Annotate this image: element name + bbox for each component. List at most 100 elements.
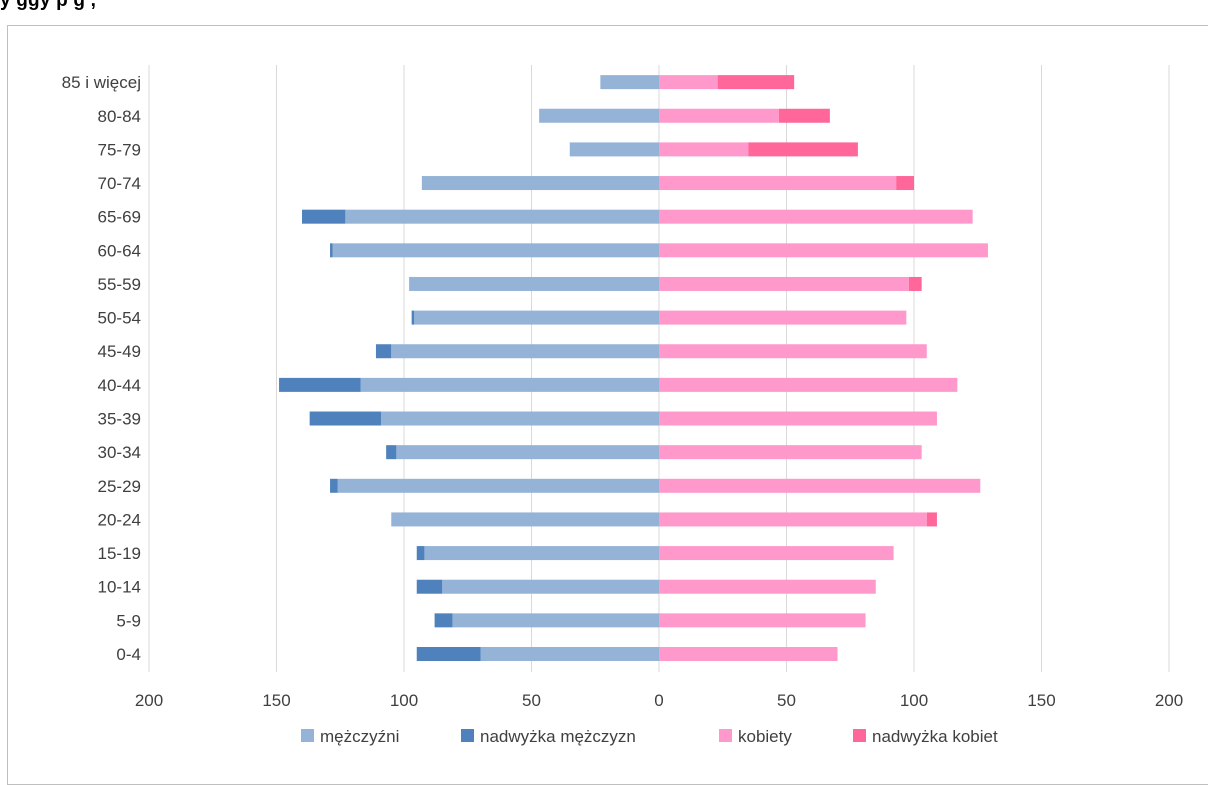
y-tick-label: 30-34 <box>98 443 141 462</box>
x-tick-label: 0 <box>654 691 663 710</box>
bar-nadwyzka-mezczyzn-40-44 <box>279 377 361 392</box>
bar-nadwyzka-mezczyzn-50-54 <box>411 310 415 325</box>
bar-mezczyzni-55-59 <box>409 276 659 291</box>
bar-nadwyzka-mezczyzn-30-34 <box>386 445 397 460</box>
bar-mezczyzni-85 i więcej <box>600 75 659 90</box>
population-pyramid-chart: 0-4 5-9 10-14 15-19 20-24 25-29 30-34 35-39 40-4… <box>62 65 1183 746</box>
y-tick-label: 80-84 <box>98 107 141 126</box>
legend-label: nadwyżka mężczyzn <box>480 727 636 746</box>
bar-mezczyzni-20-24 <box>391 512 659 527</box>
y-tick-label: 75-79 <box>98 140 141 159</box>
bar-kobiety-40-44 <box>659 377 958 392</box>
bar-kobiety-15-19 <box>659 546 894 561</box>
bar-kobiety-25-29 <box>659 478 981 493</box>
legend-swatch <box>461 729 474 742</box>
bar-mezczyzni-5-9 <box>452 613 659 628</box>
legend-swatch <box>301 729 314 742</box>
bar-kobiety-30-34 <box>659 445 922 460</box>
legend-swatch <box>719 729 732 742</box>
x-tick-label: 100 <box>390 691 418 710</box>
y-tick-label: 40-44 <box>98 376 141 395</box>
bar-mezczyzni-75-79 <box>569 142 659 157</box>
chart-title-text: y ggy p g , <box>0 0 97 11</box>
bar-nadwyzka-kobiet-80-84 <box>778 108 830 123</box>
bar-mezczyzni-60-64 <box>332 243 659 258</box>
bar-mezczyzni-35-39 <box>381 411 659 426</box>
bar-kobiety-50-54 <box>659 310 907 325</box>
bar-kobiety-85 i więcej <box>659 75 718 90</box>
gridlines <box>148 65 1170 672</box>
bar-mezczyzni-10-14 <box>442 579 659 594</box>
bar-kobiety-45-49 <box>659 344 927 359</box>
bar-nadwyzka-mezczyzn-25-29 <box>330 478 338 493</box>
bar-nadwyzka-kobiet-85 i więcej <box>717 75 795 90</box>
y-tick-label: 25-29 <box>98 477 141 496</box>
legend-item-nadwyzka-kobiet: nadwyżka kobiet <box>853 727 998 746</box>
bar-kobiety-60-64 <box>659 243 988 258</box>
y-tick-label: 50-54 <box>98 309 141 328</box>
bar-nadwyzka-mezczyzn-0-4 <box>416 647 481 661</box>
bar-mezczyzni-25-29 <box>337 478 659 493</box>
legend-swatch <box>853 729 866 742</box>
legend-label: mężczyźni <box>320 727 399 746</box>
bar-kobiety-35-39 <box>659 411 937 426</box>
bar-nadwyzka-kobiet-70-74 <box>896 176 914 191</box>
bar-kobiety-0-4 <box>659 647 838 661</box>
bar-kobiety-5-9 <box>659 613 866 628</box>
legend: mężczyźni nadwyżka mężczyzn kobiety nadwyżk… <box>301 727 998 746</box>
x-tick-label: 100 <box>900 691 928 710</box>
x-tick-label: 150 <box>1027 691 1055 710</box>
bar-kobiety-10-14 <box>659 579 876 594</box>
x-axis-labels: 200 150 100 50 0 50 100 150 200 <box>135 691 1183 710</box>
bar-nadwyzka-kobiet-55-59 <box>908 276 922 291</box>
bar-kobiety-80-84 <box>659 108 779 123</box>
y-tick-label: 70-74 <box>98 174 141 193</box>
bar-nadwyzka-kobiet-75-79 <box>748 142 858 157</box>
x-tick-label: 200 <box>1155 691 1183 710</box>
x-tick-label: 50 <box>522 691 541 710</box>
y-tick-label: 60-64 <box>98 241 141 260</box>
bar-nadwyzka-mezczyzn-15-19 <box>416 546 425 561</box>
bar-nadwyzka-kobiet-20-24 <box>926 512 937 527</box>
bar-nadwyzka-mezczyzn-5-9 <box>434 613 453 628</box>
bar-nadwyzka-mezczyzn-35-39 <box>309 411 382 426</box>
legend-label: nadwyżka kobiet <box>872 727 998 746</box>
y-tick-label: 10-14 <box>98 578 141 597</box>
x-tick-label: 50 <box>777 691 796 710</box>
bar-kobiety-65-69 <box>659 209 973 224</box>
bar-nadwyzka-mezczyzn-10-14 <box>416 579 443 594</box>
bar-kobiety-75-79 <box>659 142 749 157</box>
y-tick-label: 85 i więcej <box>62 73 141 92</box>
y-tick-label: 0-4 <box>116 645 141 664</box>
y-axis-labels: 0-4 5-9 10-14 15-19 20-24 25-29 30-34 35-39 40-4… <box>62 73 141 664</box>
bar-mezczyzni-30-34 <box>396 445 659 460</box>
y-tick-label: 65-69 <box>98 208 141 227</box>
y-tick-label: 20-24 <box>98 510 141 529</box>
legend-item-nadwyzka-mezczyzn: nadwyżka mężczyzn <box>461 727 636 746</box>
y-tick-label: 15-19 <box>98 544 141 563</box>
x-tick-label: 150 <box>262 691 290 710</box>
y-tick-label: 5-9 <box>116 611 141 630</box>
bar-mezczyzni-70-74 <box>421 176 659 191</box>
bar-kobiety-70-74 <box>659 176 897 191</box>
y-tick-label: 35-39 <box>98 410 141 429</box>
bar-mezczyzni-40-44 <box>360 377 659 392</box>
legend-item-kobiety: kobiety <box>719 727 792 746</box>
y-tick-label: 55-59 <box>98 275 141 294</box>
legend-item-mezczyzni: mężczyźni <box>301 727 399 746</box>
bar-mezczyzni-80-84 <box>539 108 659 123</box>
bar-nadwyzka-mezczyzn-60-64 <box>330 243 333 258</box>
x-tick-label: 200 <box>135 691 163 710</box>
bar-nadwyzka-mezczyzn-45-49 <box>375 344 392 359</box>
bar-mezczyzni-65-69 <box>345 209 659 224</box>
legend-label: kobiety <box>738 727 792 746</box>
bar-mezczyzni-45-49 <box>391 344 659 359</box>
bar-kobiety-55-59 <box>659 276 909 291</box>
bar-mezczyzni-15-19 <box>424 546 659 561</box>
y-tick-label: 45-49 <box>98 342 141 361</box>
bars <box>279 75 988 661</box>
bar-mezczyzni-50-54 <box>414 310 659 325</box>
bar-mezczyzni-0-4 <box>480 647 659 661</box>
bar-nadwyzka-mezczyzn-65-69 <box>302 209 346 224</box>
